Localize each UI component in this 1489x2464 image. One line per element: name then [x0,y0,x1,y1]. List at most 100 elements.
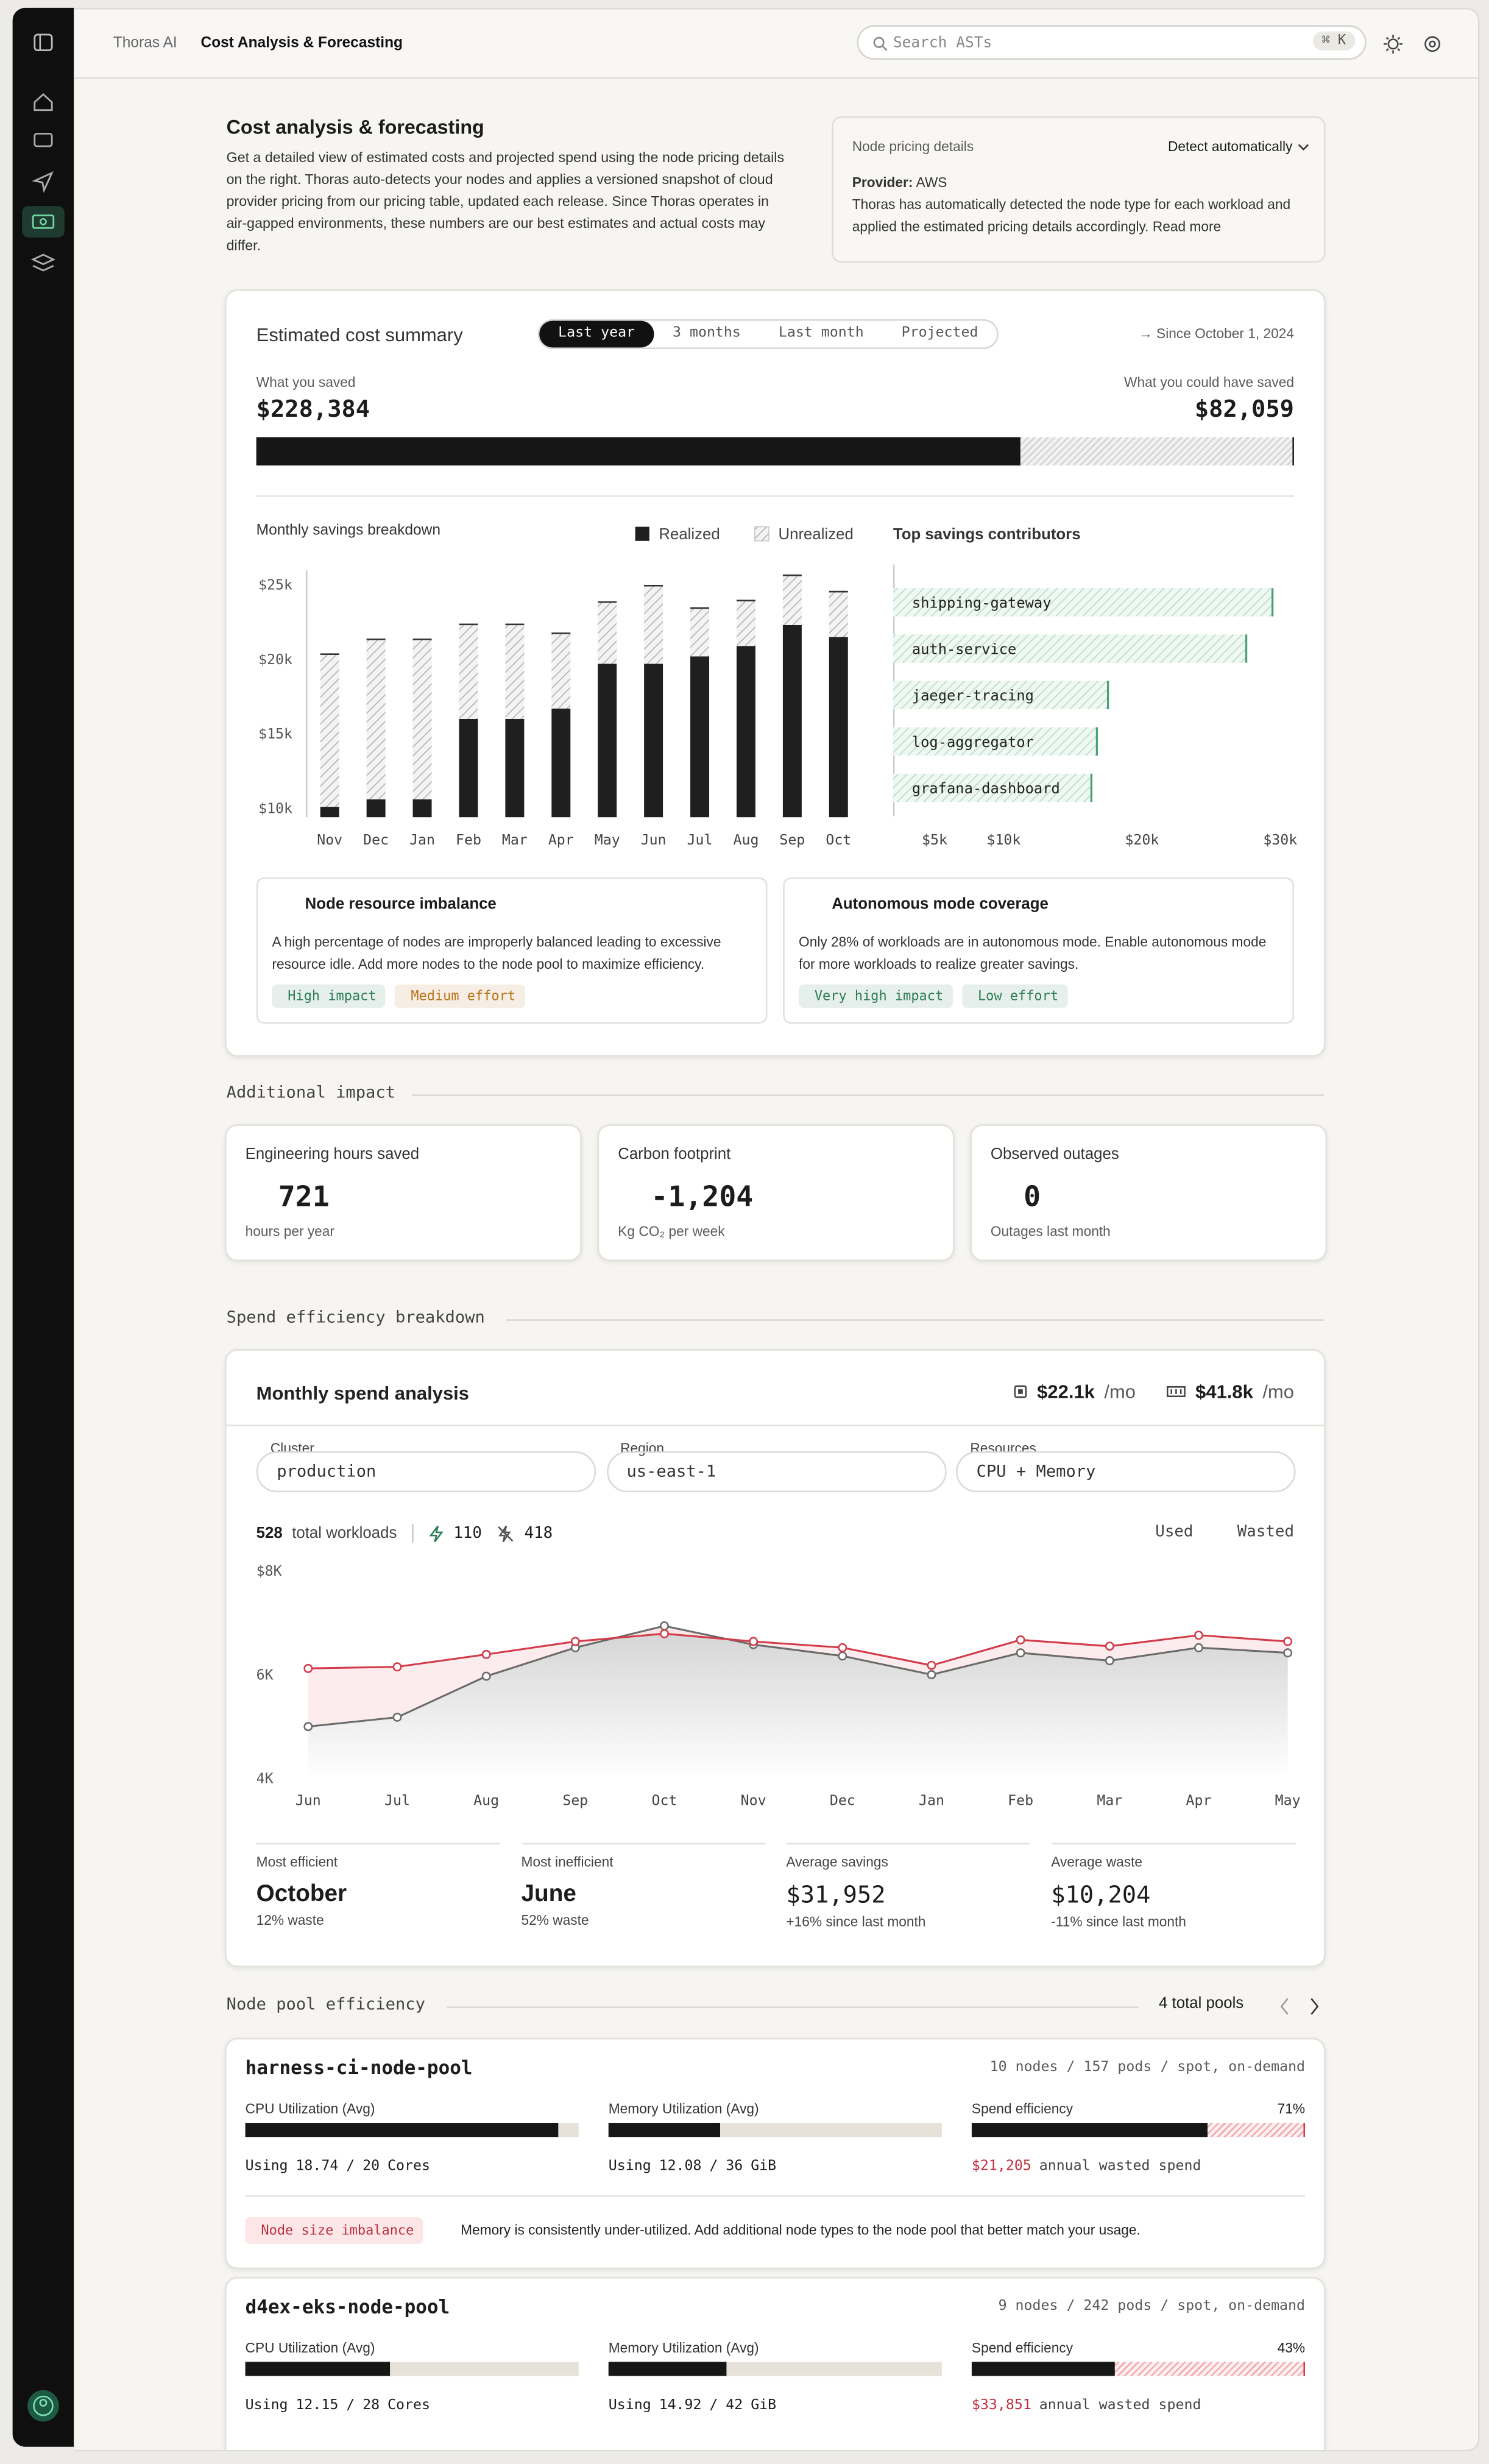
category-label: grafana-dashboard [912,780,1060,797]
x-tick-label: Nov [741,1793,766,1809]
x-tick-label: $10k [986,832,1020,848]
section-heading: Node pool efficiency [226,1995,425,2014]
tag-text: Medium effort [411,988,516,1004]
memory-cost: $41.8k [1195,1380,1253,1403]
insight-text: Only 28% of workloads are in autonomous … [799,933,1267,972]
tab[interactable]: 3 months [673,325,741,342]
util-track [245,2123,579,2137]
main-panel: Thoras AI Cost Analysis & Forecasting Sea… [74,7,1480,2452]
y-tick-label: 4K [256,1771,274,1787]
read-more-link[interactable]: Read more [1152,218,1222,235]
pool-name: d4ex-eks-node-pool [245,2295,450,2318]
util-track [245,2362,579,2376]
cpu-icon [1013,1385,1027,1398]
point [838,1651,847,1661]
stat-value: $31,952 [786,1880,886,1910]
savings-chart: Monthly savings breakdown Realized Unreali… [256,522,854,848]
x-tick-label: Apr [1186,1793,1212,1809]
filter-select[interactable]: production [256,1451,596,1493]
cost-unit: /mo [1104,1380,1136,1403]
bar-segment [782,625,802,818]
tab[interactable]: Projected [901,325,978,342]
filter-select[interactable]: us-east-1 [606,1451,946,1493]
x-tick-label: $20k [1125,832,1159,848]
bar-segment [736,600,755,646]
eff-track [971,2362,1306,2376]
x-tick-label: Dec [830,1793,855,1809]
pager[interactable] [1278,1997,1325,2016]
x-tick-label: Oct [826,832,851,848]
y-tick-label: $20k [258,651,292,668]
x-tick-label: Nov [317,832,342,848]
used: 12.08 [659,2159,702,2175]
stat: Most inefficient June 52% waste [521,1843,765,1939]
bar-segment [598,664,617,818]
intro: Cost analysis & forecasting Get a detail… [227,116,793,257]
tag: Very high impact [799,984,953,1008]
bar-segment [551,708,571,818]
stat: Average savings $31,952 +16% since last mo… [786,1843,1030,1939]
tab[interactable]: Last month [778,325,864,342]
unit: Cores [387,2398,430,2414]
bar-segment [320,807,339,818]
pool-count: 4 total pools [1159,1995,1244,2013]
eff-bar [971,2362,1115,2376]
summary-title: Estimated cost summary [256,324,463,346]
legend-label: Unrealized [778,526,853,543]
saved-label: What you saved [256,374,356,391]
stat-value: October [256,1880,347,1908]
provider-label: Provider: [852,174,913,191]
x-tick-label: Jan [409,832,435,848]
impact-title: Observed outages [990,1146,1119,1164]
x-tick-label: Jul [384,1793,410,1809]
intro-text: Get a detailed view of estimated costs a… [226,149,785,253]
x-tick-label: May [595,832,620,848]
util-text: Using 18.74 / 20 Cores [246,2159,430,2175]
stat-note: 52% waste [521,1912,589,1928]
bar-segment [690,656,710,818]
x-tick-label: Jun [295,1793,321,1809]
filter-value: us-east-1 [626,1462,716,1482]
tab[interactable]: Last year [539,320,654,348]
spend-card: Monthly spend analysis $22.1k/mo $41.8k /… [225,1349,1326,1967]
pricing-text: Thoras has automatically detected the no… [852,196,1291,235]
x-tick-label: Aug [473,1793,499,1809]
bar [893,588,1273,617]
tags: Very high impact Low effort [799,984,1077,1008]
bar-segment [551,632,571,709]
point [392,1662,402,1672]
point [1283,1637,1293,1646]
point [1016,1648,1025,1658]
impact-value: 0 [1024,1181,1041,1214]
util-text: Using 12.08 / 36 GiB [609,2159,776,2175]
pool-summary: 10 nodes / 157 pods / spot, on-demand [989,2059,1306,2076]
impact-value: -1,204 [651,1181,754,1214]
impact-title: Carbon footprint [618,1146,731,1164]
search-box[interactable]: Search ASTs ⌘ K [857,25,1367,60]
total: 42 [726,2398,743,2414]
filter-select[interactable]: CPU + Memory [956,1451,1296,1493]
manual-count: 418 [524,1524,553,1542]
insight-text: A high percentage of nodes are improperl… [272,933,721,972]
impact-note: hours per year [245,1223,335,1239]
bar-segment [459,623,478,719]
sep: / [709,2159,718,2175]
chart-title: Top savings contributors [893,526,1081,543]
point [660,1629,669,1638]
impact-card: Engineering hours saved 721 hours per year [225,1124,582,1261]
point [1194,1643,1203,1652]
bar-segment [736,646,755,818]
crumb: Thoras AI [113,34,177,52]
chevron [1298,144,1309,150]
point [570,1637,580,1646]
header-icons[interactable] [1384,34,1462,57]
pricing-mode[interactable]: Detect automatically [1167,138,1293,154]
unit: Cores [387,2159,430,2175]
x-tick-label: $5k [922,832,947,848]
stat: Average waste $10,204 -11% since last mont… [1051,1843,1295,1939]
sep: / [346,2159,355,2175]
memory-icon [1167,1386,1186,1398]
pool-summary: 9 nodes / 242 pods / spot, on-demand [998,2299,1306,2315]
impact-note: Kg CO₂ per week [618,1223,725,1239]
